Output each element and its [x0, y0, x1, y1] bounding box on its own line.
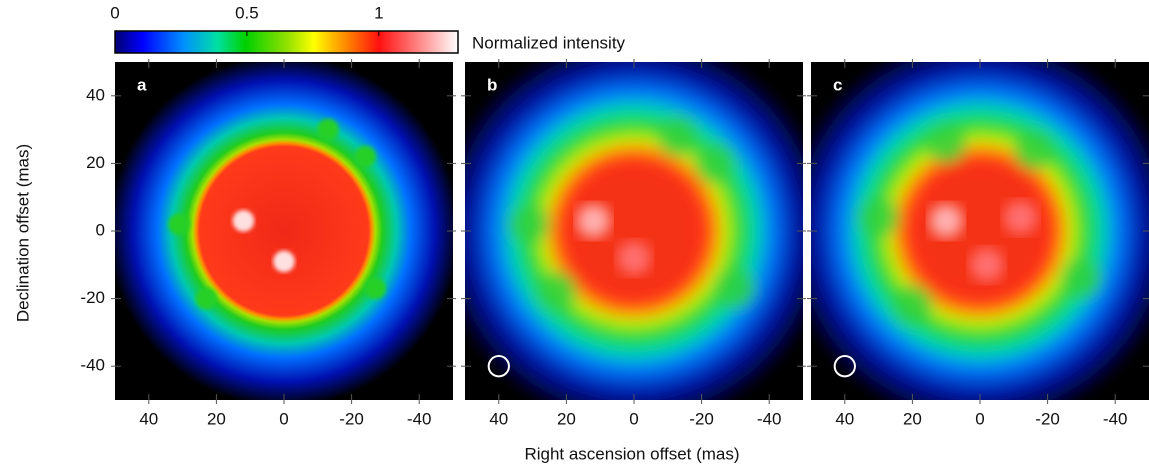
- core: [569, 166, 699, 296]
- lobe: [925, 122, 967, 164]
- x-tick-label: -20: [339, 409, 364, 428]
- x-tick-label: 20: [903, 409, 922, 428]
- y-tick-label: 40: [86, 85, 105, 104]
- colorbar-tick-label: 0: [110, 3, 119, 22]
- x-tick-label: 40: [489, 409, 508, 428]
- colorbar-label: Normalized intensity: [472, 33, 626, 52]
- beam: [487, 355, 510, 378]
- hot-spot: [1003, 200, 1038, 235]
- y-axis-label: Declination offset (mas): [13, 144, 32, 322]
- lobe: [694, 143, 736, 184]
- lobe: [715, 268, 756, 309]
- x-tick-label: 0: [975, 409, 984, 428]
- lobe: [508, 203, 550, 245]
- y-tick-label: -40: [80, 356, 105, 375]
- panel-label: b: [487, 75, 497, 94]
- hot-spot: [232, 210, 255, 232]
- x-tick-label: 20: [207, 409, 226, 428]
- spot: [364, 277, 387, 300]
- x-tick-label: -20: [1035, 409, 1060, 428]
- image-panel: [115, 62, 453, 400]
- y-tick-label: -20: [80, 288, 105, 307]
- x-tick-label: -40: [407, 409, 432, 428]
- hot-spot: [617, 241, 651, 275]
- x-tick-label: -40: [757, 409, 782, 428]
- x-tick-label: 0: [629, 409, 638, 428]
- lobe: [858, 197, 899, 238]
- spot: [195, 287, 218, 310]
- spot: [168, 213, 191, 236]
- hot-spot: [576, 203, 611, 238]
- x-tick-label: -40: [1103, 409, 1128, 428]
- colorbar: [114, 30, 459, 54]
- panel-label: c: [833, 75, 842, 94]
- image-panel: [811, 62, 1149, 400]
- lobe: [892, 285, 933, 326]
- lobe: [1013, 129, 1055, 171]
- x-tick-label: 40: [835, 409, 854, 428]
- x-axis-label: Right ascension offset (mas): [524, 444, 739, 463]
- lobe: [1061, 258, 1102, 299]
- spot: [317, 118, 339, 141]
- x-tick-label: 40: [139, 409, 158, 428]
- colorbar-tick-label: 0.5: [235, 3, 259, 22]
- image-panel: [465, 62, 803, 400]
- star-disk: [115, 62, 453, 400]
- hot-spot: [969, 247, 1004, 282]
- x-tick-label: 0: [279, 409, 288, 428]
- halo: [811, 62, 1149, 400]
- panel-label: a: [137, 75, 147, 94]
- halo: [465, 62, 803, 400]
- hot-spot: [273, 250, 295, 273]
- lobe: [535, 271, 577, 313]
- lobe: [657, 116, 699, 157]
- spot: [354, 145, 376, 168]
- beam: [833, 355, 856, 378]
- hot-spot: [929, 203, 964, 238]
- y-tick-label: 20: [86, 153, 105, 172]
- colorbar-tick-label: 1: [374, 3, 383, 22]
- y-tick-label: 0: [96, 220, 105, 239]
- x-tick-label: 20: [557, 409, 576, 428]
- x-tick-label: -20: [689, 409, 714, 428]
- core: [915, 166, 1045, 296]
